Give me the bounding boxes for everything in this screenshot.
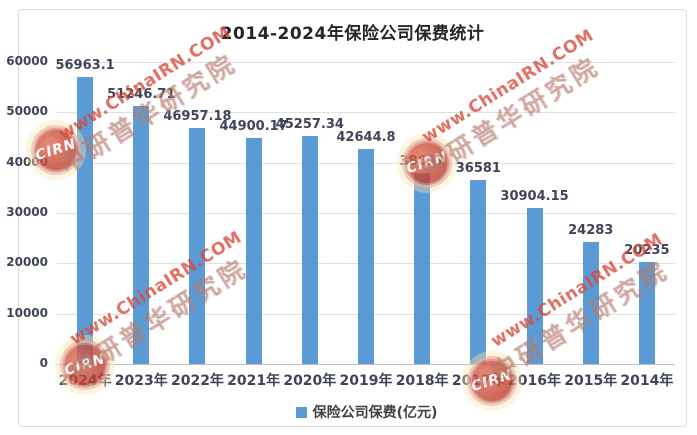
- y-tick-label: 0: [39, 356, 48, 370]
- bar-value-label: 45257.34: [275, 117, 344, 133]
- bar-value-label: 24283: [568, 222, 614, 238]
- legend: 保险公司保费(亿元): [33, 402, 697, 422]
- bar-2024年: [77, 77, 94, 364]
- bar-value-label: 44900.17: [219, 119, 288, 134]
- x-tick-label: 2018年: [395, 373, 449, 389]
- legend-label: 保险公司保费(亿元): [312, 405, 438, 421]
- bar-2018年: [414, 172, 431, 364]
- x-tick-label: 2016年: [508, 373, 562, 389]
- bar-2019年: [358, 149, 374, 364]
- x-axis: 2024年 2023年 2022年 2021年 2020年 2019年 2018年 2017年…: [57, 370, 675, 390]
- bar-value-label: 46957.18: [163, 108, 232, 124]
- y-tick-label: 30000: [6, 205, 48, 219]
- bar-value-label: 51246.71: [107, 87, 176, 103]
- chart-title: 2014-2024年保险公司保费统计: [220, 24, 485, 44]
- gridline: [57, 62, 675, 63]
- x-tick-label: 2019年: [339, 373, 393, 389]
- bar-value-label: 56963.1: [55, 58, 115, 74]
- y-tick-label: 20000: [6, 255, 48, 270]
- bar-2014年: [638, 262, 655, 364]
- gridline: [57, 112, 675, 114]
- x-tick-label: 2014年: [620, 373, 674, 389]
- y-axis: 0 10000 20000 30000 40000 50000 60000: [6, 10, 49, 426]
- y-tick-label: 40000: [6, 154, 48, 169]
- bar-2015年: [582, 241, 599, 364]
- bar-2021年: [245, 138, 262, 364]
- bar-value-label: 30904.15: [500, 189, 569, 205]
- y-tick-label: 60000: [6, 54, 48, 68]
- x-tick-label: 2023年: [114, 373, 168, 389]
- x-tick-label: 2021年: [227, 373, 281, 389]
- y-tick-label: 50000: [6, 104, 48, 119]
- y-tick-label: 10000: [6, 305, 48, 320]
- chart-frame: 2014-2024年保险公司保费统计 0 10000 20000 30000 40000…: [6, 9, 687, 427]
- x-tick-label: 2020年: [283, 373, 337, 389]
- x-tick-label: 2017年: [451, 373, 505, 389]
- bar-value-label: 36581: [455, 160, 501, 176]
- bar-2020年: [301, 136, 318, 364]
- plot-area: 56963.1 51246.71 46957.18 44900.17 45257.34 4…: [55, 58, 675, 365]
- bar-2023年: [133, 106, 150, 364]
- bar-2016年: [526, 208, 543, 364]
- bar-2017年: [470, 179, 487, 364]
- bar-value-label: 38017: [399, 153, 445, 169]
- x-tick-label: 2022年: [170, 373, 224, 389]
- bar-value-label: 42644.8: [336, 130, 396, 146]
- bar-value-label: 20235: [624, 243, 670, 259]
- legend-swatch-icon: [295, 406, 307, 418]
- x-tick-label: 2024年: [58, 373, 112, 389]
- x-tick-label: 2015年: [564, 373, 618, 389]
- bar-2022年: [189, 127, 206, 364]
